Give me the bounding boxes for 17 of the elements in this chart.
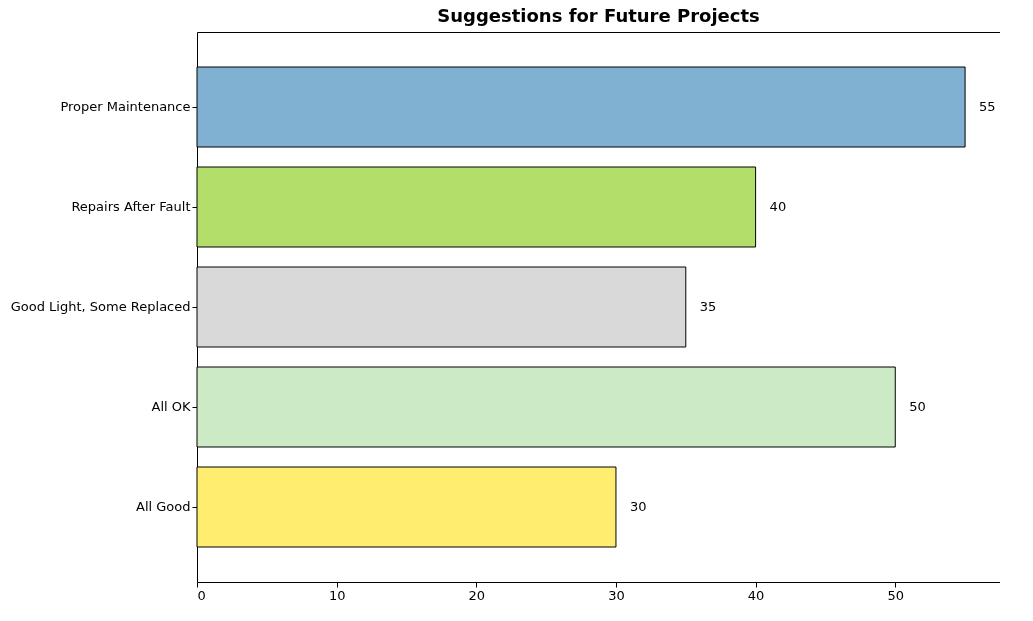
x-tick-label: 10: [328, 587, 346, 603]
x-tick-label: 0: [197, 587, 206, 603]
x-tick-label: 50: [887, 587, 905, 603]
x-tick-label: 30: [608, 587, 625, 603]
x-tick-label: 40: [747, 587, 765, 603]
x-tick-label: 20: [468, 587, 486, 603]
data-label: 55: [979, 99, 996, 114]
chart-title: Suggestions for Future Projects: [437, 5, 760, 26]
data-label: 35: [699, 299, 717, 314]
data-label: 50: [909, 399, 926, 414]
y-tick-label: Good Light, Some Replaced: [10, 299, 191, 314]
data-label: 30: [629, 499, 647, 514]
y-tick-label: All Good: [136, 499, 191, 514]
y-tick-label: Proper Maintenance: [60, 99, 191, 114]
y-tick-label: Repairs After Fault: [71, 199, 191, 214]
y-tick-label: All OK: [151, 399, 191, 414]
data-label: 40: [769, 199, 787, 214]
